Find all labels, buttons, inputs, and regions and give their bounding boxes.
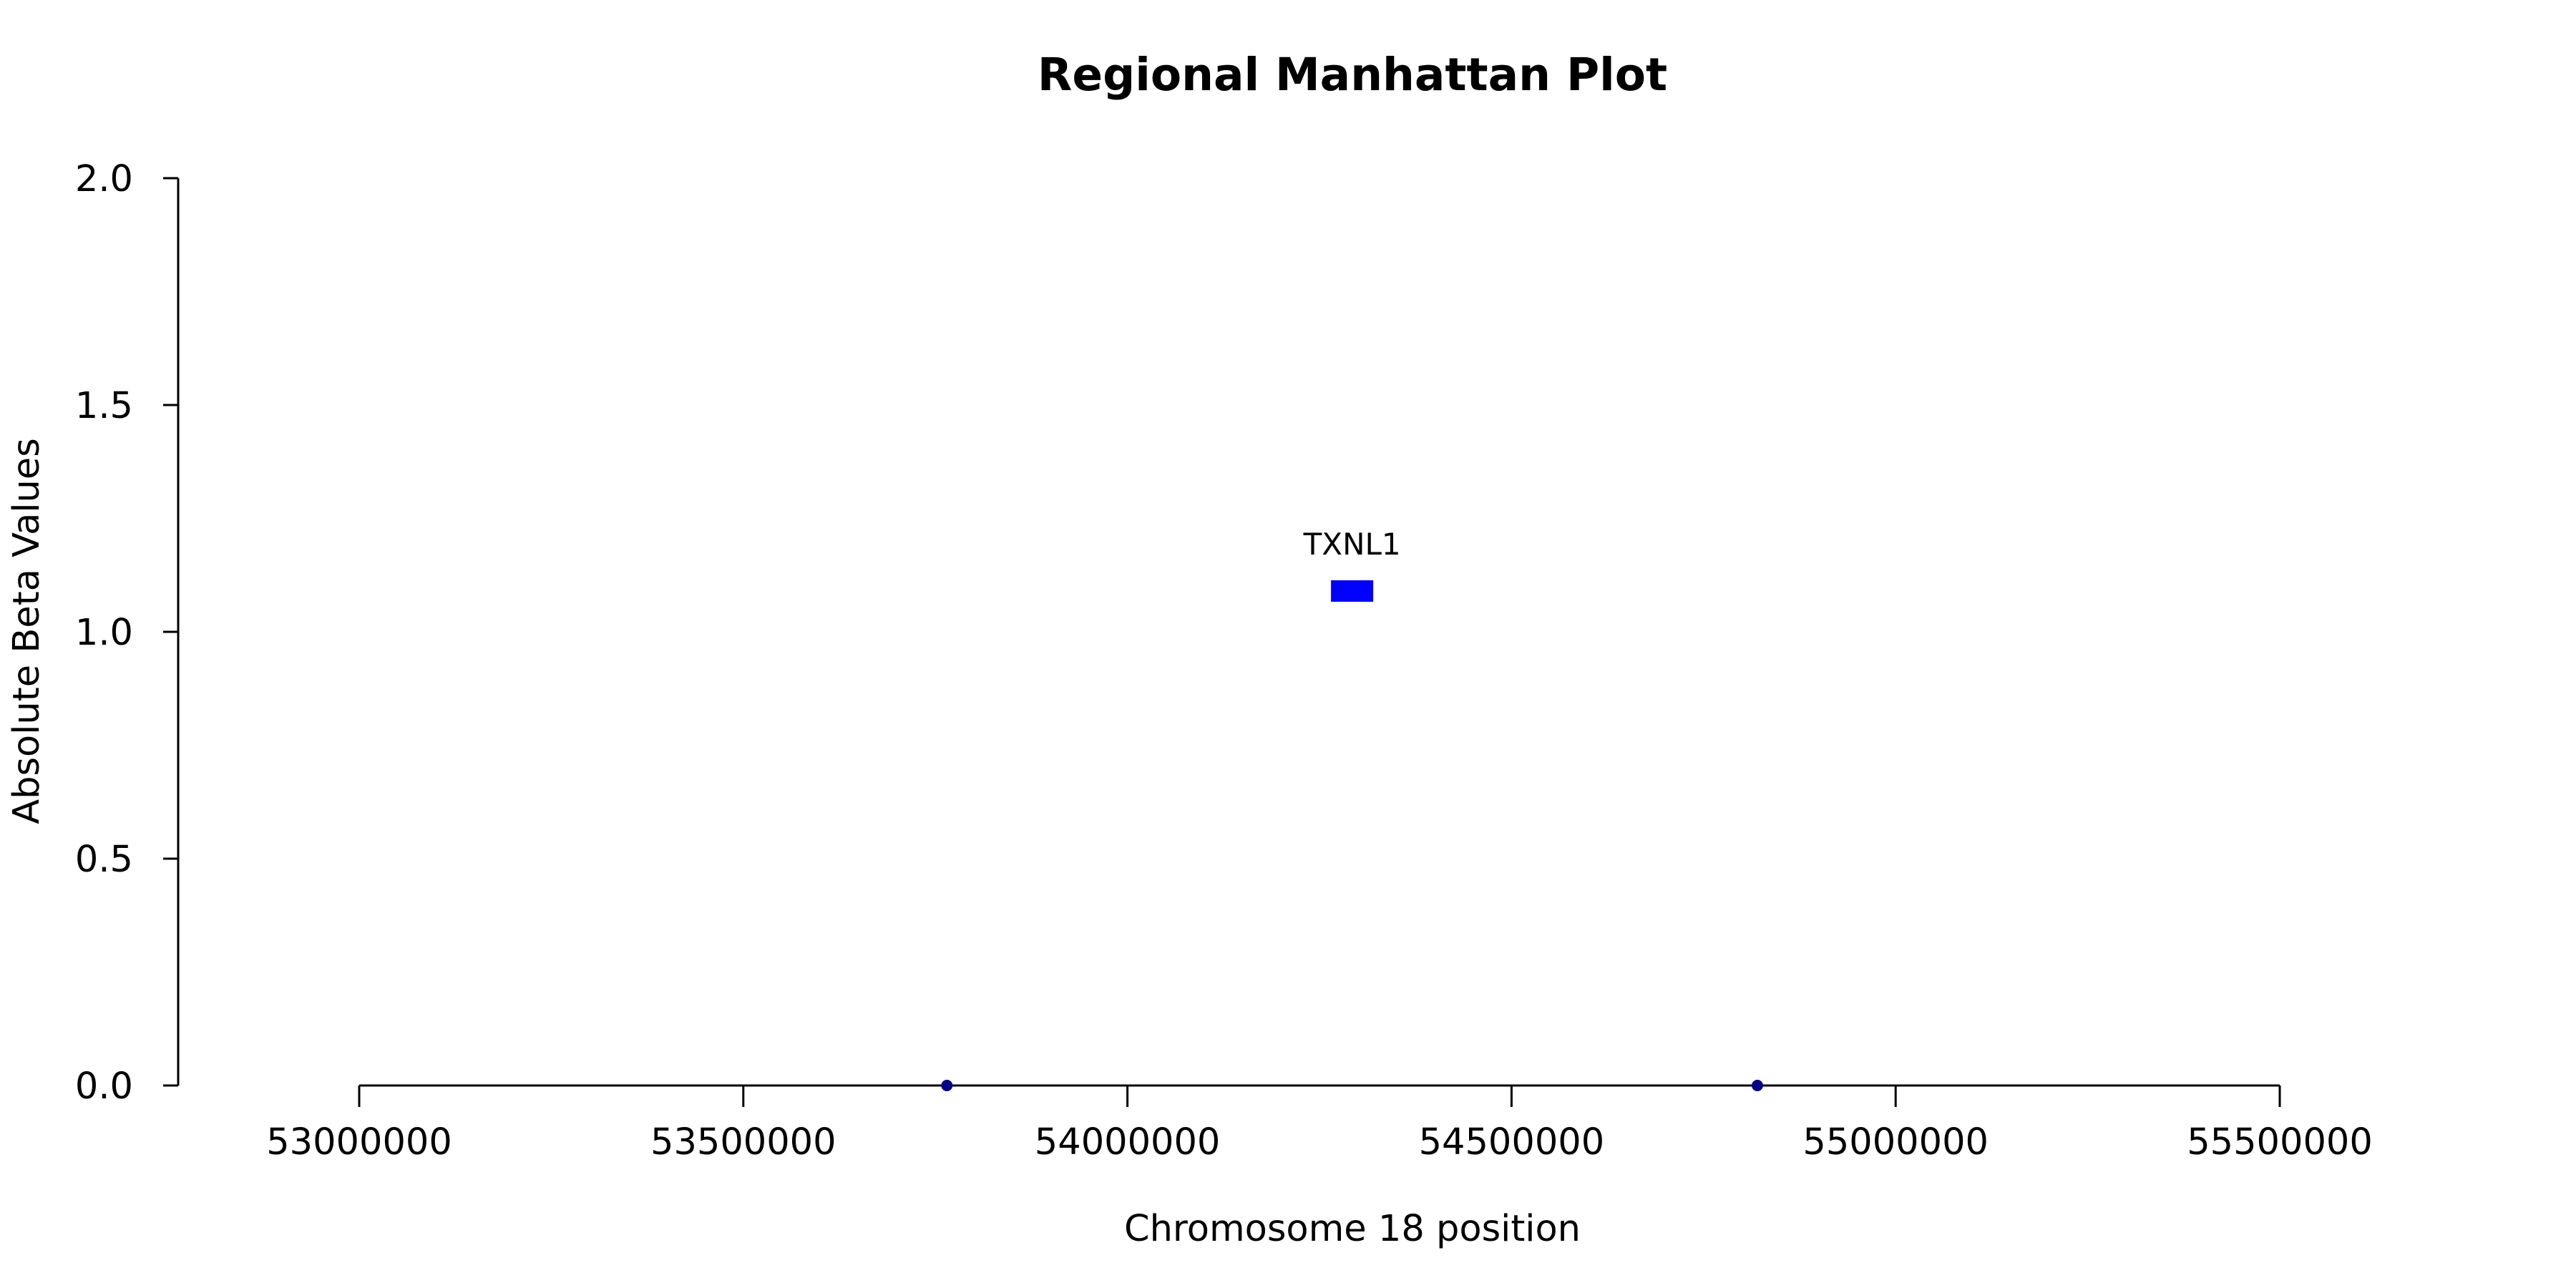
y-axis-ticks: 0.0 0.5 1.0 1.5 2.0 xyxy=(75,158,178,1108)
x-tick-label: 54500000 xyxy=(1419,1121,1605,1163)
y-tick-label: 2.0 xyxy=(75,158,133,200)
y-tick-label: 1.0 xyxy=(75,612,133,654)
gene-label: TXNL1 xyxy=(1303,527,1401,562)
chart-title: Regional Manhattan Plot xyxy=(1038,49,1667,101)
gene-annotations: TXNL1 xyxy=(1303,527,1401,602)
y-axis-label: Absolute Beta Values xyxy=(6,438,48,824)
x-tick-label: 55500000 xyxy=(2187,1121,2373,1163)
x-tick-label: 55000000 xyxy=(1802,1121,1989,1163)
data-point xyxy=(1751,1080,1763,1091)
y-tick-label: 1.5 xyxy=(75,385,133,427)
x-tick-label: 53000000 xyxy=(266,1121,452,1163)
x-tick-label: 53500000 xyxy=(650,1121,836,1163)
y-tick-label: 0.0 xyxy=(75,1065,133,1108)
x-axis-label: Chromosome 18 position xyxy=(1124,1208,1581,1250)
x-tick-label: 54000000 xyxy=(1035,1121,1221,1163)
y-tick-label: 0.5 xyxy=(75,839,133,881)
data-point xyxy=(941,1080,953,1091)
data-points xyxy=(941,1080,1763,1091)
gene-box xyxy=(1331,580,1374,602)
x-axis-ticks: 53000000 53500000 54000000 54500000 55000000… xyxy=(266,1085,2373,1163)
